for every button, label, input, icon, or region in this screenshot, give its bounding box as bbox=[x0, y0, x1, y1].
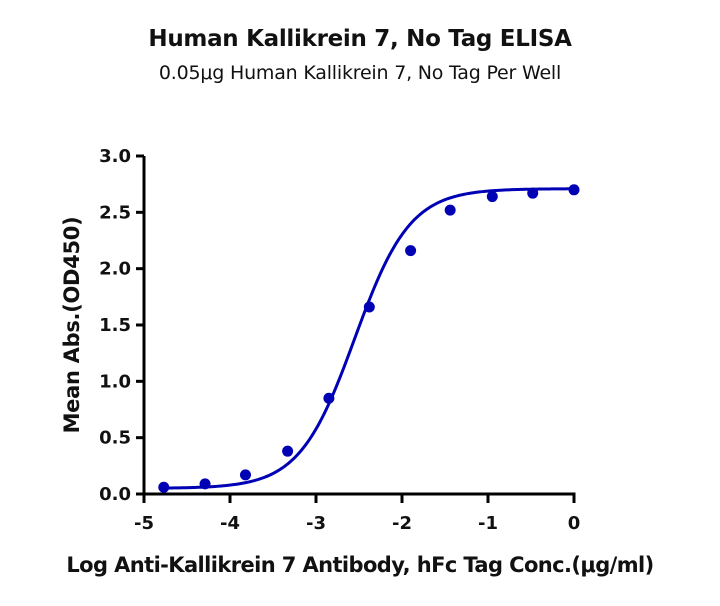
y-tick-label: 2.5 bbox=[99, 202, 131, 223]
x-tick-label: -3 bbox=[306, 513, 326, 534]
x-tick-label: -2 bbox=[392, 513, 412, 534]
data-point bbox=[199, 478, 211, 490]
x-tick-label: -5 bbox=[134, 513, 154, 534]
data-point bbox=[363, 301, 375, 313]
x-tick-label: -4 bbox=[220, 513, 240, 534]
data-point bbox=[239, 469, 251, 481]
data-point bbox=[282, 445, 294, 457]
y-tick-label: 2.0 bbox=[99, 259, 131, 280]
chart-subtitle: 0.05μg Human Kallikrein 7, No Tag Per We… bbox=[158, 62, 562, 84]
data-point bbox=[323, 392, 335, 404]
data-point bbox=[568, 184, 580, 196]
y-tick-label: 1.5 bbox=[99, 315, 131, 336]
chart-title: Human Kallikrein 7, No Tag ELISA bbox=[148, 26, 572, 52]
y-tick-label: 3.0 bbox=[99, 146, 131, 167]
data-point bbox=[405, 245, 417, 257]
fit-curve bbox=[163, 187, 575, 490]
data-points bbox=[158, 184, 580, 493]
y-tick-label: 1.0 bbox=[99, 371, 131, 392]
x-tick-label: 0 bbox=[568, 513, 581, 534]
x-tick-label: -1 bbox=[478, 513, 498, 534]
axes: 0.0 0.5 1.0 1.5 2.0 2.5 3.0 -5 -4 -3 -2 -1 0 bbox=[99, 146, 580, 534]
data-point bbox=[486, 191, 498, 203]
y-tick-label: 0.5 bbox=[99, 428, 131, 449]
x-axis-label: Log Anti-Kallikrein 7 Antibody, hFc Tag … bbox=[66, 553, 654, 577]
y-tick-label: 0.0 bbox=[99, 484, 131, 505]
data-point bbox=[158, 481, 170, 493]
data-point bbox=[527, 187, 539, 199]
data-point bbox=[444, 204, 456, 216]
